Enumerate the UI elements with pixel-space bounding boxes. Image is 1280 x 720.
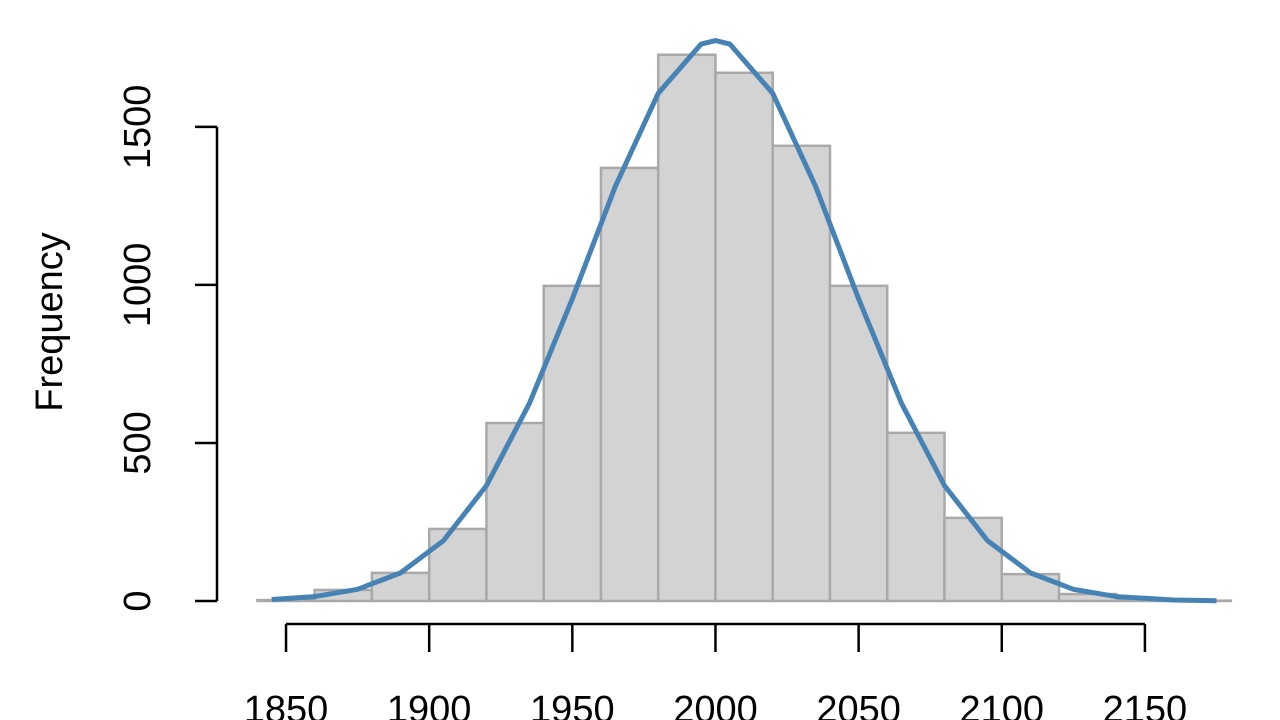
x-tick-label: 1900: [387, 689, 472, 720]
bar: [370, 571, 431, 603]
bar: [771, 144, 832, 603]
y-axis-label: Frequency: [29, 232, 71, 412]
bar: [656, 53, 717, 603]
bar: [485, 421, 545, 603]
x-tick-label: 2100: [959, 689, 1044, 720]
x-tick-label: 1950: [530, 689, 615, 720]
bar: [542, 284, 603, 603]
density-curve: [271, 38, 1217, 604]
bar: [943, 516, 1004, 603]
bar: [714, 71, 774, 603]
x-tick-label: 1850: [244, 689, 329, 720]
y-tick-label: 500: [117, 411, 159, 474]
bar: [885, 431, 946, 603]
bar: [828, 284, 889, 603]
bar: [599, 166, 660, 603]
bar: [427, 527, 488, 603]
x-tick-label: 2050: [816, 689, 901, 720]
y-tick-label: 0: [117, 590, 159, 611]
y-tick-label: 1000: [117, 243, 159, 328]
x-tick-label: 2000: [673, 689, 758, 720]
x-tick-label: 2150: [1103, 689, 1188, 720]
y-tick-label: 1500: [117, 85, 159, 170]
